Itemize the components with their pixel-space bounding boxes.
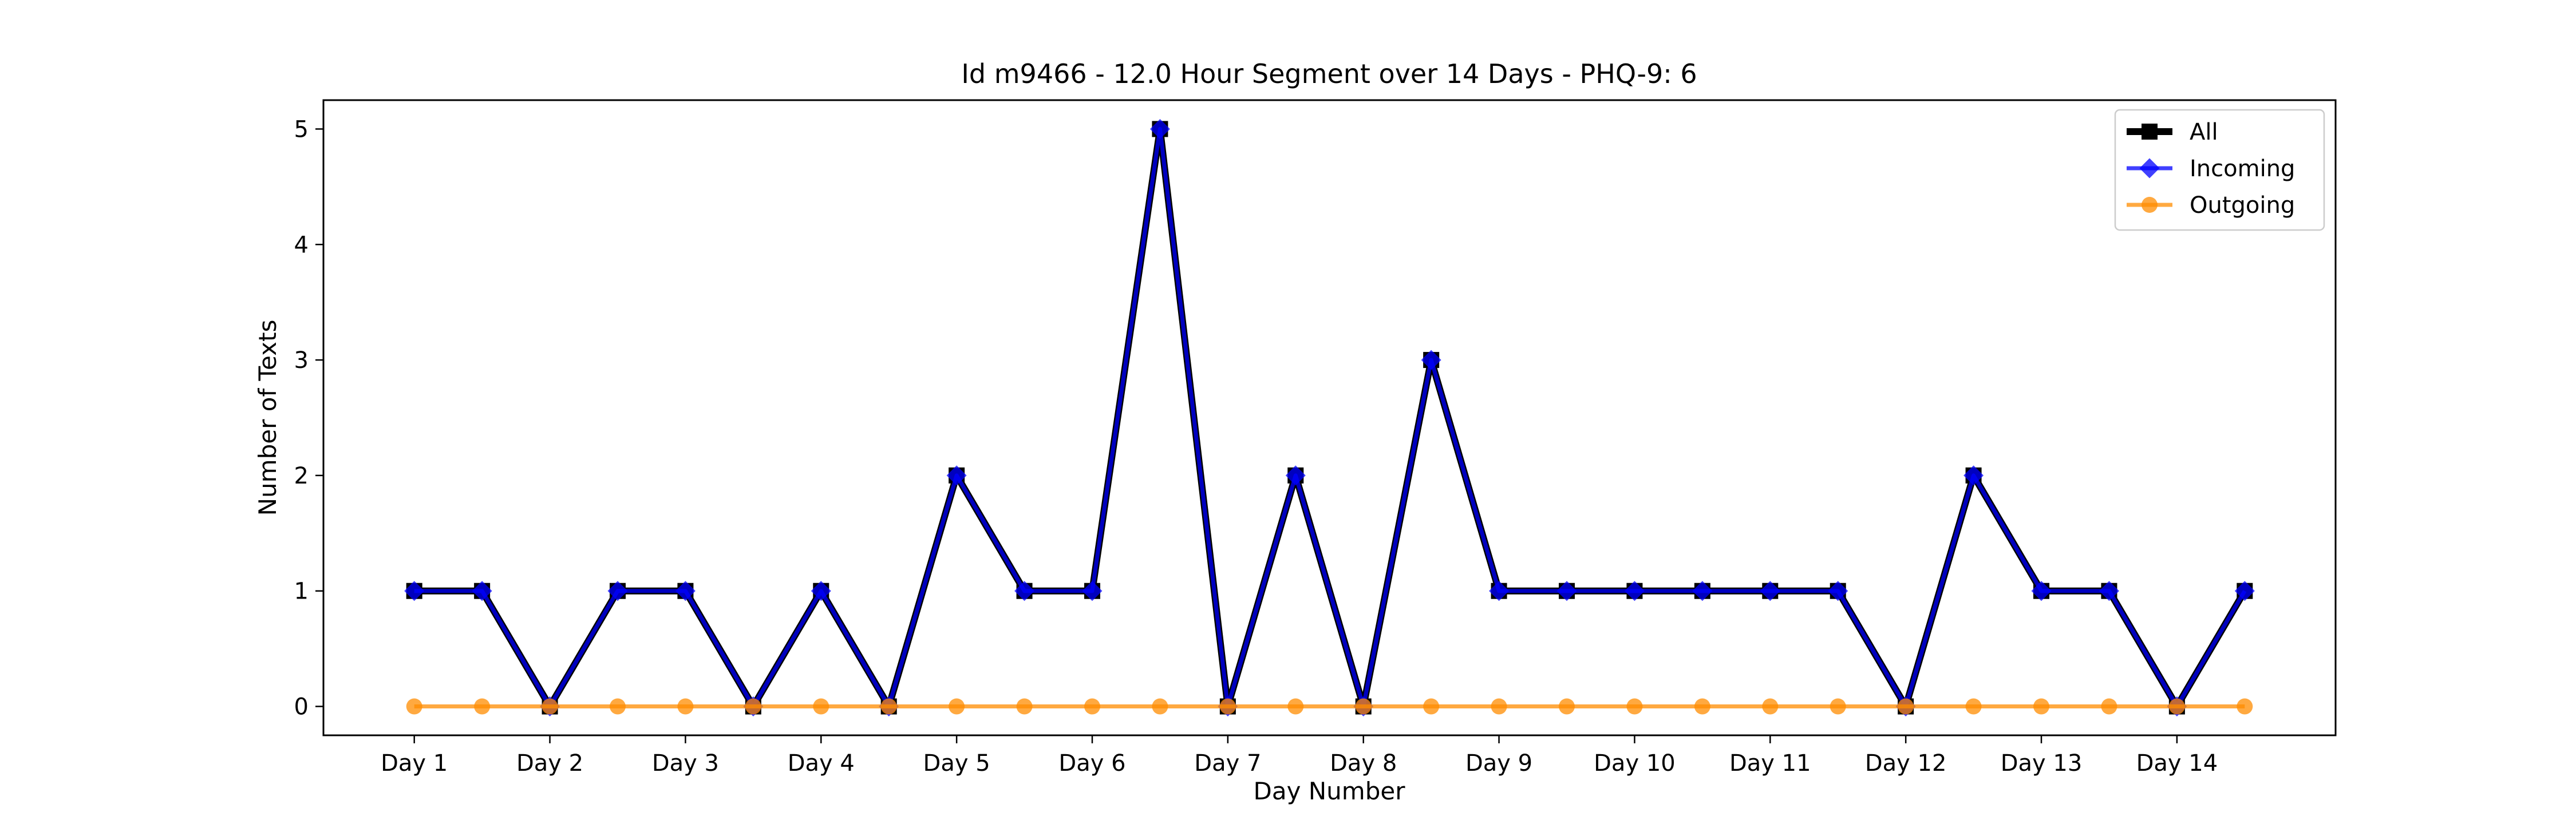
y-tick-label: 2 bbox=[294, 463, 309, 489]
data-point-outgoing bbox=[1219, 698, 1236, 715]
data-point-incoming bbox=[675, 581, 696, 601]
chart-title: Id m9466 - 12.0 Hour Segment over 14 Day… bbox=[961, 58, 1697, 89]
legend-marker bbox=[2142, 197, 2158, 213]
y-axis: 0 1 2 3 4 5 bbox=[294, 116, 323, 720]
data-point-incoming bbox=[1082, 581, 1103, 601]
data-point-incoming bbox=[2234, 581, 2255, 601]
data-point-outgoing bbox=[1830, 698, 1846, 715]
data-point-incoming bbox=[946, 465, 967, 486]
data-point-outgoing bbox=[1423, 698, 1440, 715]
data-point-outgoing bbox=[1084, 698, 1100, 715]
data-point-incoming bbox=[1285, 465, 1306, 486]
x-tick-label: Day 12 bbox=[1865, 750, 1947, 777]
data-point-incoming bbox=[1421, 350, 1441, 370]
data-point-incoming bbox=[1760, 581, 1780, 601]
x-tick-label: Day 7 bbox=[1194, 750, 1261, 777]
data-point-outgoing bbox=[1559, 698, 1575, 715]
y-tick-label: 3 bbox=[294, 347, 309, 374]
data-point-outgoing bbox=[2101, 698, 2117, 715]
x-tick-label: Day 1 bbox=[381, 750, 448, 777]
x-tick-label: Day 6 bbox=[1058, 750, 1125, 777]
series-all bbox=[406, 121, 2253, 715]
data-point-incoming bbox=[1692, 581, 1713, 601]
data-point-outgoing bbox=[813, 698, 829, 715]
x-tick-label: Day 9 bbox=[1465, 750, 1532, 777]
data-point-outgoing bbox=[406, 698, 422, 715]
data-point-incoming bbox=[607, 581, 628, 601]
y-tick-label: 1 bbox=[294, 579, 309, 605]
data-point-outgoing bbox=[474, 698, 491, 715]
data-point-outgoing bbox=[2168, 698, 2185, 715]
data-point-incoming bbox=[1828, 581, 1848, 601]
data-point-outgoing bbox=[949, 698, 965, 715]
series-layer bbox=[404, 118, 2255, 717]
data-point-outgoing bbox=[745, 698, 761, 715]
data-point-outgoing bbox=[1355, 698, 1372, 715]
data-point-outgoing bbox=[677, 698, 694, 715]
data-point-outgoing bbox=[1626, 698, 1643, 715]
legend-box bbox=[2114, 109, 2325, 231]
x-tick-label: Day 10 bbox=[1594, 750, 1676, 777]
x-axis: Day 1 Day 2 Day 3 Day 4 Day 5 Day 6 Day 7 Day 8… bbox=[381, 735, 2218, 777]
x-axis-label: Day Number bbox=[1253, 777, 1405, 805]
data-point-outgoing bbox=[1016, 698, 1033, 715]
data-point-outgoing bbox=[1898, 698, 1914, 715]
legend-label: Outgoing bbox=[2190, 192, 2295, 219]
data-point-incoming bbox=[2031, 581, 2052, 601]
x-tick-label: Day 14 bbox=[2136, 750, 2218, 777]
x-tick-label: Day 5 bbox=[923, 750, 990, 777]
data-point-outgoing bbox=[1694, 698, 1710, 715]
data-point-outgoing bbox=[609, 698, 626, 715]
data-point-incoming bbox=[811, 581, 831, 601]
data-point-incoming bbox=[1624, 581, 1645, 601]
legend-label: Incoming bbox=[2190, 156, 2295, 182]
data-point-outgoing bbox=[542, 698, 558, 715]
legend-label: All bbox=[2190, 119, 2218, 145]
series-line-incoming bbox=[414, 126, 2247, 709]
x-tick-label: Day 4 bbox=[788, 750, 855, 777]
x-tick-label: Day 8 bbox=[1330, 750, 1397, 777]
legend-item-outgoing: Outgoing bbox=[2127, 192, 2295, 219]
data-point-incoming bbox=[1963, 465, 1984, 486]
data-point-incoming bbox=[1014, 581, 1035, 601]
data-point-outgoing bbox=[880, 698, 897, 715]
legend-item-all: All bbox=[2127, 119, 2218, 145]
series-outgoing bbox=[406, 698, 2253, 715]
legend: All Incoming Outgoing bbox=[2114, 109, 2325, 231]
y-tick-label: 4 bbox=[294, 232, 309, 258]
x-tick-label: Day 2 bbox=[516, 750, 583, 777]
y-tick-label: 5 bbox=[294, 116, 309, 142]
data-point-outgoing bbox=[1762, 698, 1779, 715]
data-point-outgoing bbox=[1152, 698, 1168, 715]
series-incoming bbox=[404, 118, 2255, 717]
data-point-incoming bbox=[1556, 581, 1577, 601]
data-point-incoming bbox=[1149, 118, 1170, 139]
x-tick-label: Day 13 bbox=[2001, 750, 2083, 777]
plot-area bbox=[322, 99, 2337, 736]
x-tick-label: Day 3 bbox=[652, 750, 719, 777]
y-axis-label: Number of Texts bbox=[254, 320, 282, 516]
y-tick-label: 0 bbox=[294, 694, 309, 720]
data-point-incoming bbox=[472, 581, 492, 601]
legend-marker bbox=[2139, 158, 2160, 179]
series-line-all bbox=[414, 125, 2248, 710]
data-point-incoming bbox=[1489, 581, 1510, 601]
legend-marker bbox=[2142, 124, 2158, 140]
data-point-outgoing bbox=[1287, 698, 1304, 715]
data-point-incoming bbox=[404, 581, 425, 601]
data-point-outgoing bbox=[1965, 698, 1982, 715]
data-point-outgoing bbox=[1491, 698, 1507, 715]
x-tick-label: Day 11 bbox=[1729, 750, 1811, 777]
data-point-incoming bbox=[2099, 581, 2119, 601]
legend-item-incoming: Incoming bbox=[2127, 156, 2295, 182]
data-point-outgoing bbox=[2237, 698, 2253, 715]
data-point-outgoing bbox=[2033, 698, 2050, 715]
